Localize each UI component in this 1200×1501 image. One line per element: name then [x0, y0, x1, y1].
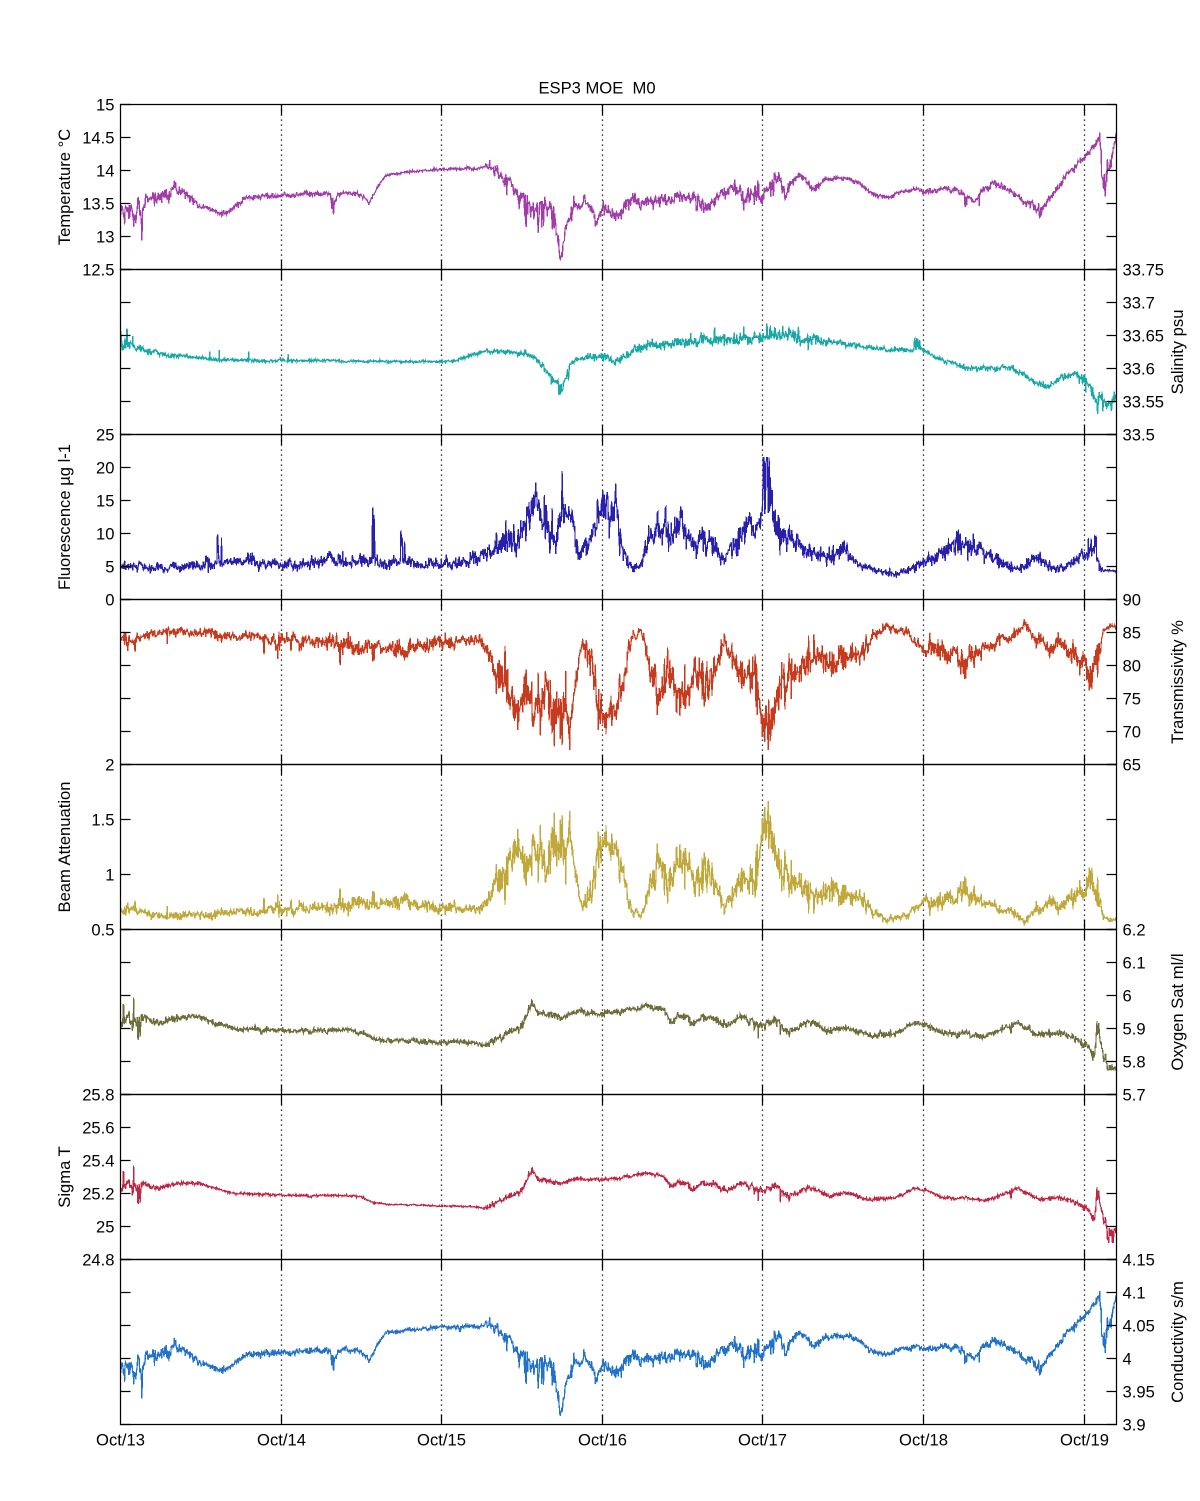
svg-text:0: 0 [105, 590, 114, 609]
svg-text:13.5: 13.5 [82, 194, 114, 213]
svg-text:ESP3 MOE M0: ESP3 MOE M0 [538, 79, 655, 98]
svg-text:25: 25 [96, 425, 114, 444]
svg-text:3.9: 3.9 [1123, 1415, 1146, 1434]
svg-text:4: 4 [1123, 1349, 1132, 1368]
svg-text:33.75: 33.75 [1123, 260, 1165, 279]
svg-text:4.05: 4.05 [1123, 1316, 1155, 1335]
svg-text:0.5: 0.5 [91, 920, 114, 939]
svg-text:1.5: 1.5 [91, 810, 114, 829]
svg-text:Beam Attenuation: Beam Attenuation [55, 782, 74, 913]
svg-text:33.55: 33.55 [1123, 392, 1165, 411]
svg-text:Oct/15: Oct/15 [417, 1431, 466, 1450]
svg-text:12.5: 12.5 [82, 260, 114, 279]
svg-text:4.1: 4.1 [1123, 1283, 1146, 1302]
svg-text:33.65: 33.65 [1123, 326, 1165, 345]
svg-text:6: 6 [1123, 986, 1132, 1005]
svg-text:1: 1 [105, 865, 114, 884]
svg-text:25.8: 25.8 [82, 1085, 114, 1104]
svg-text:24.8: 24.8 [82, 1250, 114, 1269]
svg-text:5.9: 5.9 [1123, 1019, 1146, 1038]
svg-text:15: 15 [96, 95, 114, 114]
svg-text:Oxygen Sat ml/l: Oxygen Sat ml/l [1168, 953, 1187, 1070]
svg-text:10: 10 [96, 524, 114, 543]
svg-text:Oct/16: Oct/16 [578, 1431, 627, 1450]
svg-text:5.7: 5.7 [1123, 1085, 1146, 1104]
svg-text:14.5: 14.5 [82, 128, 114, 147]
svg-text:Oct/18: Oct/18 [899, 1431, 948, 1450]
svg-text:Oct/14: Oct/14 [257, 1431, 306, 1450]
svg-text:25: 25 [96, 1217, 114, 1236]
svg-text:Sigma T: Sigma T [55, 1146, 74, 1207]
svg-text:Salinity psu: Salinity psu [1168, 310, 1187, 395]
svg-text:Oct/13: Oct/13 [96, 1431, 145, 1450]
svg-text:Fluorescence µg l-1: Fluorescence µg l-1 [55, 444, 74, 590]
svg-text:13: 13 [96, 227, 114, 246]
svg-text:25.4: 25.4 [82, 1151, 114, 1170]
svg-text:5.8: 5.8 [1123, 1052, 1146, 1071]
svg-text:Conductivity s/m: Conductivity s/m [1168, 1281, 1187, 1403]
svg-text:25.6: 25.6 [82, 1118, 114, 1137]
svg-text:15: 15 [96, 491, 114, 510]
svg-text:Oct/19: Oct/19 [1060, 1431, 1109, 1450]
svg-text:2: 2 [105, 755, 114, 774]
svg-text:75: 75 [1123, 689, 1141, 708]
svg-text:33.6: 33.6 [1123, 359, 1155, 378]
svg-text:14: 14 [96, 161, 114, 180]
svg-text:25.2: 25.2 [82, 1184, 114, 1203]
svg-text:33.7: 33.7 [1123, 293, 1155, 312]
svg-text:Transmissivity %: Transmissivity % [1168, 620, 1187, 744]
svg-text:65: 65 [1123, 755, 1141, 774]
svg-text:Temperature °C: Temperature °C [55, 129, 74, 245]
svg-text:33.5: 33.5 [1123, 425, 1155, 444]
svg-text:3.95: 3.95 [1123, 1382, 1155, 1401]
svg-text:6.1: 6.1 [1123, 953, 1146, 972]
svg-text:70: 70 [1123, 722, 1141, 741]
svg-text:5: 5 [105, 557, 114, 576]
svg-text:90: 90 [1123, 590, 1141, 609]
svg-text:Oct/17: Oct/17 [738, 1431, 787, 1450]
svg-text:85: 85 [1123, 623, 1141, 642]
svg-text:20: 20 [96, 458, 114, 477]
svg-text:6.2: 6.2 [1123, 920, 1146, 939]
svg-text:4.15: 4.15 [1123, 1250, 1155, 1269]
svg-text:80: 80 [1123, 656, 1141, 675]
